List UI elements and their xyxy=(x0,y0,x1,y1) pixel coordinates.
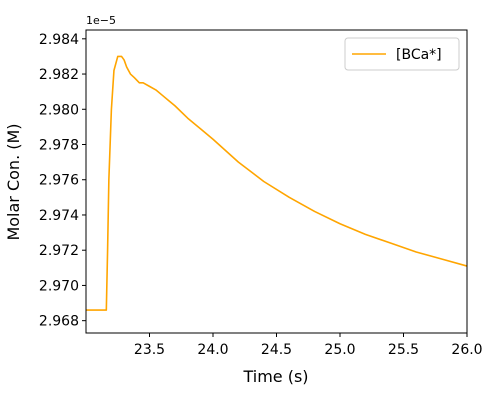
x-tick-label: 25.5 xyxy=(388,342,419,358)
y-axis-label: Molar Con. (M) xyxy=(4,123,23,240)
legend-label: [BCa*] xyxy=(396,47,442,63)
x-tick-label: 23.5 xyxy=(134,342,165,358)
y-tick-label: 2.972 xyxy=(39,243,79,259)
x-tick-label: 24.5 xyxy=(261,342,292,358)
y-tick-label: 2.974 xyxy=(39,208,79,224)
legend: [BCa*] xyxy=(344,37,460,71)
y-axis-ticks: 2.968 2.970 2.972 2.974 2.976 2.978 2.980 2.982… xyxy=(39,32,86,330)
x-tick-label: 26.0 xyxy=(451,342,482,358)
axes-frame xyxy=(85,29,468,334)
x-axis-ticks: 23.5 24.0 24.5 25.0 25.5 26.0 xyxy=(134,333,483,358)
x-tick-label: 25.0 xyxy=(324,342,355,358)
y-axis-offset-label: 1e−5 xyxy=(86,14,116,27)
y-tick-label: 2.980 xyxy=(39,102,79,118)
legend-box xyxy=(344,37,460,71)
series-layer xyxy=(86,55,468,311)
y-tick-label: 2.984 xyxy=(39,32,79,48)
y-tick-label: 2.978 xyxy=(39,138,79,154)
x-axis-label: Time (s) xyxy=(242,367,308,386)
series-line-0 xyxy=(86,55,468,311)
y-tick-label: 2.976 xyxy=(39,173,79,189)
x-tick-label: 24.0 xyxy=(197,342,228,358)
y-tick-label: 2.982 xyxy=(39,67,79,83)
plot-area-frame xyxy=(85,29,468,334)
y-tick-label: 2.970 xyxy=(39,278,79,294)
y-tick-label: 2.968 xyxy=(39,314,79,330)
